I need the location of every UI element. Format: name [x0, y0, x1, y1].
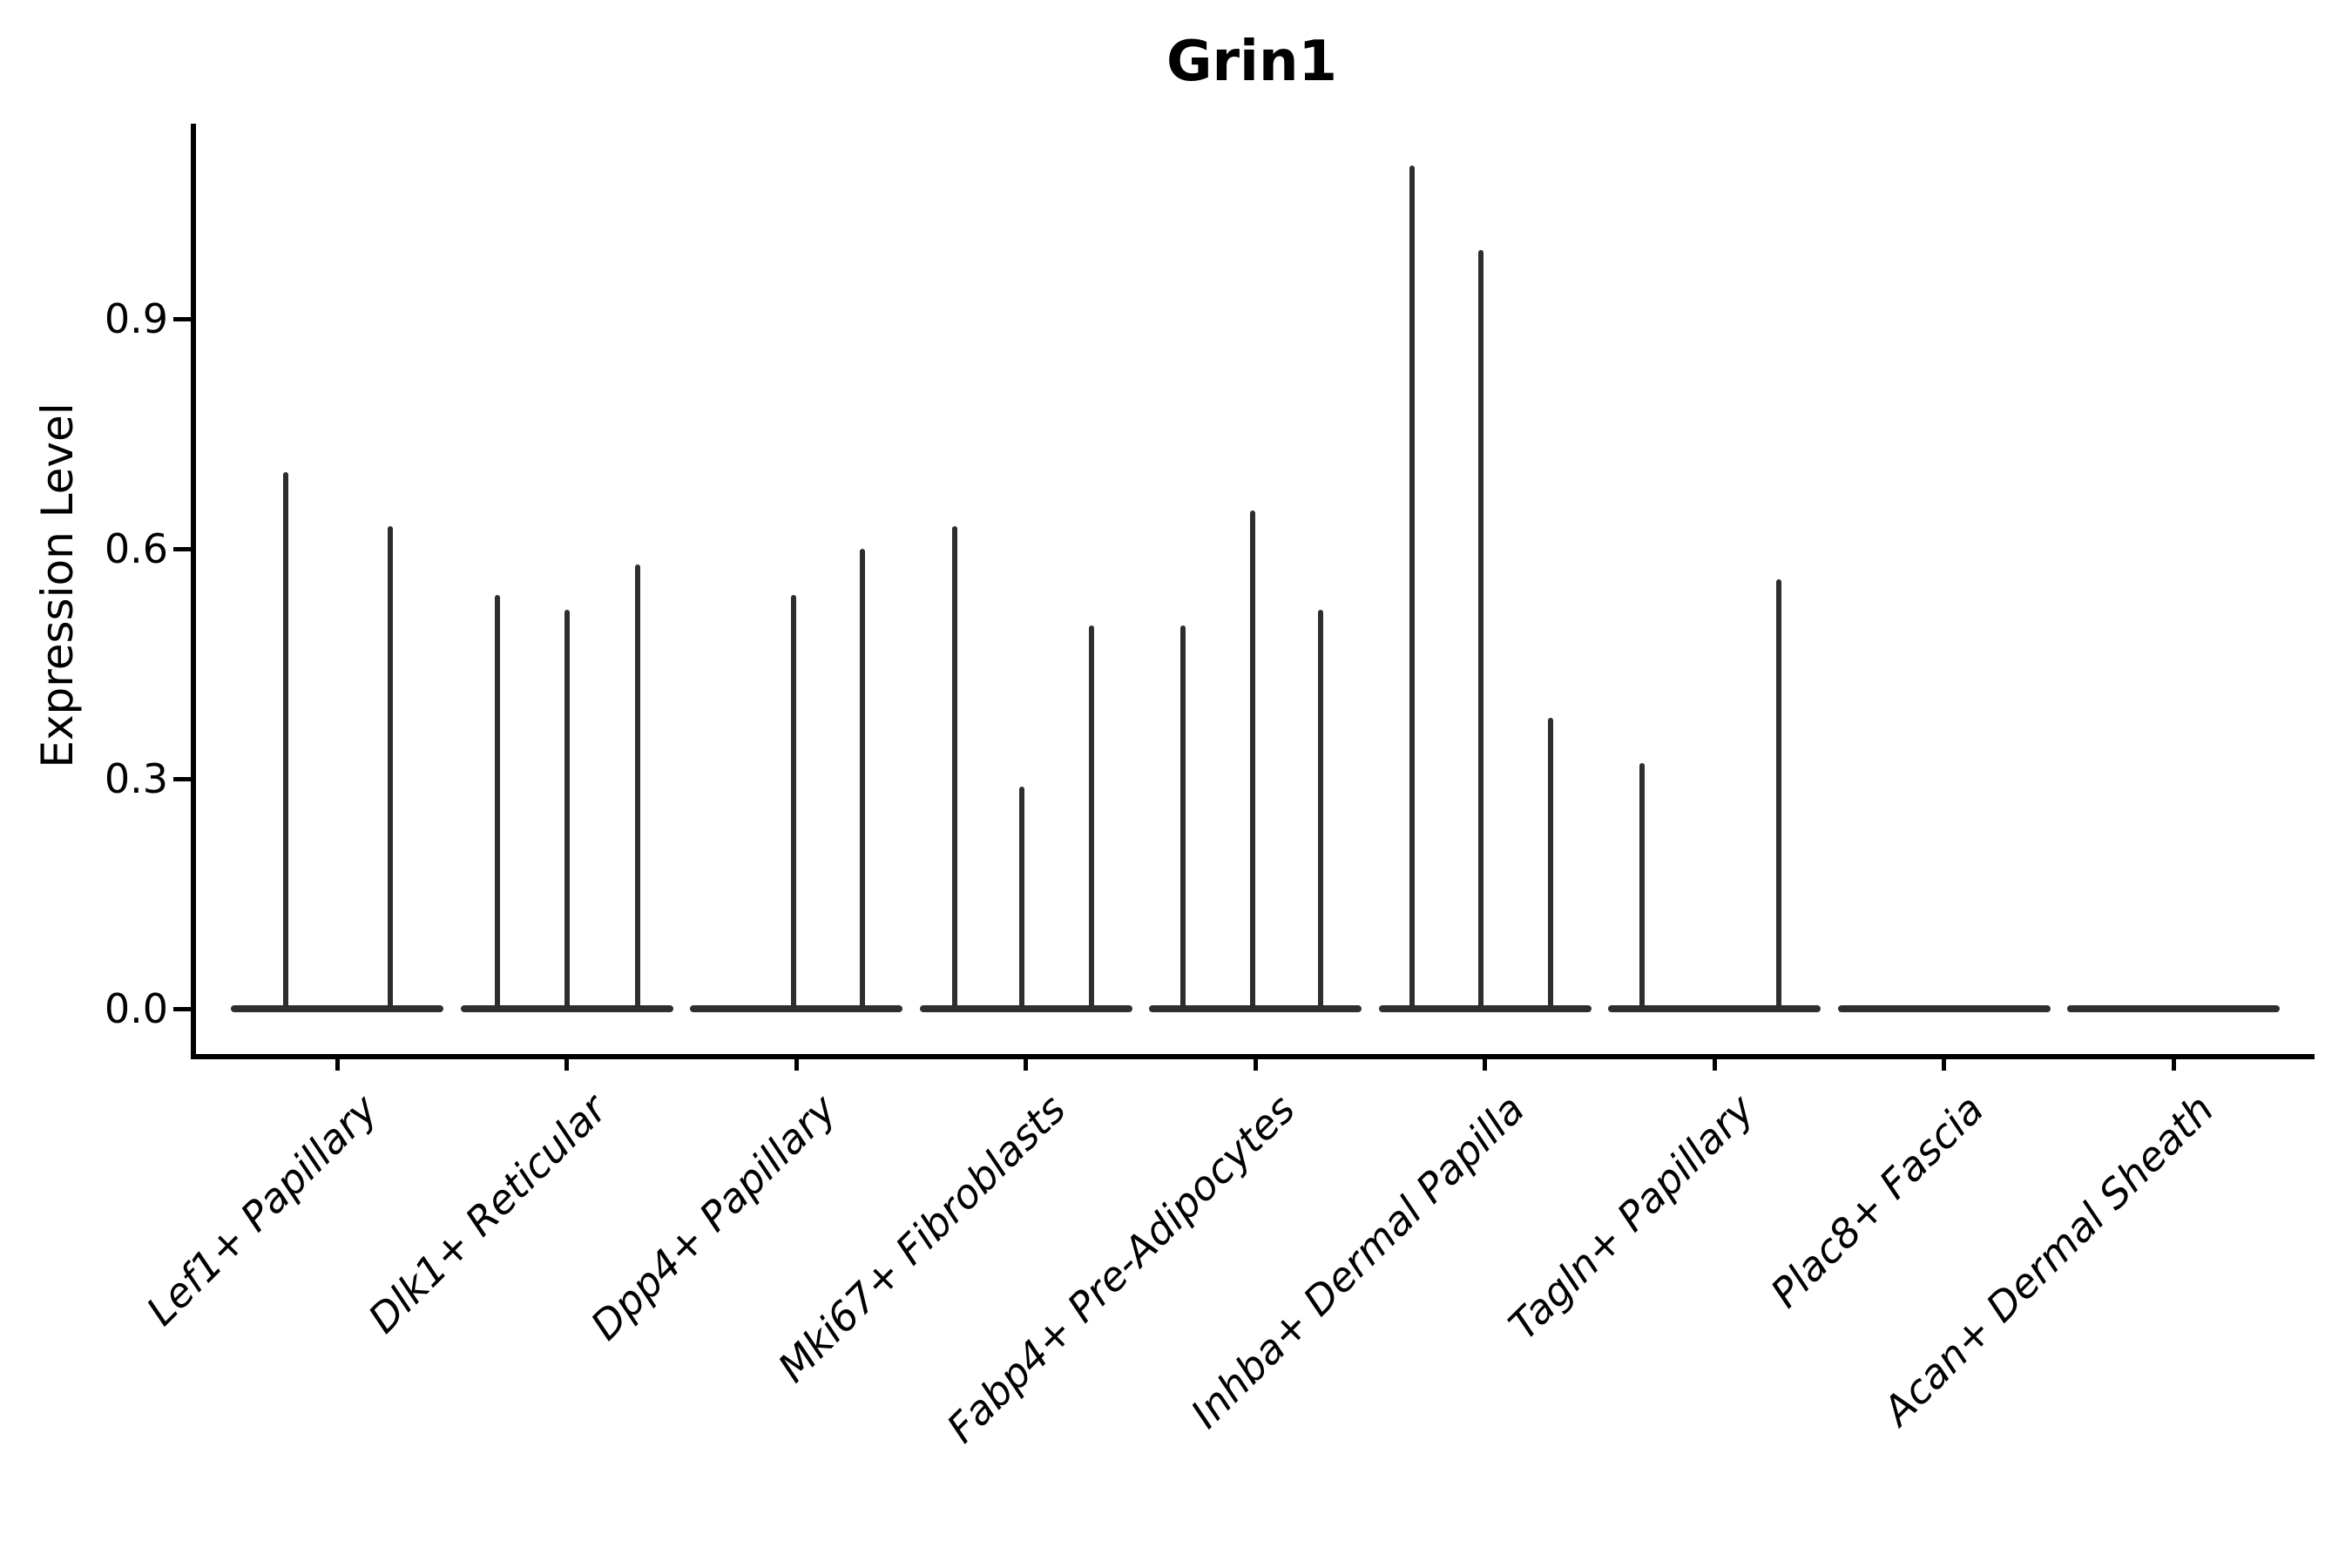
x-tick-label-text: Dlk1+ Reticular	[359, 1085, 616, 1342]
violin-spike	[860, 549, 865, 1012]
violin-baseline	[2067, 1005, 2280, 1012]
violin-baseline	[919, 1005, 1132, 1012]
y-tick-mark	[173, 316, 191, 321]
violin-spike	[791, 594, 796, 1012]
x-tick-mark	[1712, 1057, 1717, 1071]
plot-area	[191, 124, 2315, 1059]
violin-spike	[1776, 579, 1781, 1012]
x-tick-mark	[1024, 1057, 1028, 1071]
violin-baseline	[231, 1005, 443, 1012]
x-tick-mark	[2171, 1057, 2176, 1071]
y-tick-mark	[173, 776, 191, 781]
violin-baseline	[1837, 1005, 2051, 1012]
x-tick-mark	[335, 1057, 340, 1071]
x-tick-label-text: Lef1+ Papillary	[137, 1085, 387, 1335]
y-tick-label: 0.6	[104, 525, 168, 572]
x-tick-mark	[1942, 1057, 1946, 1071]
y-tick-label: 0.3	[104, 755, 168, 802]
violin-spike	[1180, 625, 1186, 1012]
violin-spike	[388, 525, 393, 1012]
violin-spike	[283, 472, 288, 1012]
violin-spike	[494, 594, 500, 1012]
violin-baseline	[1378, 1005, 1592, 1012]
x-tick-mark	[794, 1057, 799, 1071]
violin-spike	[634, 564, 640, 1012]
x-tick-mark	[564, 1057, 569, 1071]
violin-spike	[1477, 249, 1484, 1012]
x-tick-label-text: Dpp4+ Papillary	[581, 1085, 846, 1349]
violin-spike	[1250, 510, 1255, 1012]
violin-spike	[1547, 717, 1553, 1012]
x-tick-label-text: Plac8+ Fascia	[1761, 1085, 1993, 1317]
violin-spike	[1409, 166, 1415, 1012]
violin-baseline	[1149, 1005, 1362, 1012]
y-tick-mark	[173, 546, 191, 551]
violin-spike	[1018, 786, 1024, 1012]
y-tick-label: 0.9	[104, 295, 168, 342]
y-tick-label: 0.0	[104, 985, 168, 1032]
x-tick-mark	[1483, 1057, 1487, 1071]
violin-spike	[951, 525, 957, 1012]
violin-spike	[1088, 625, 1094, 1012]
violin-spike	[1318, 610, 1323, 1012]
violin-spike	[564, 610, 570, 1012]
chart-title: Grin1	[1166, 30, 1338, 94]
y-axis-label-text: Expression Level	[32, 402, 83, 768]
x-tick-mark	[1253, 1057, 1258, 1071]
y-tick-mark	[173, 1006, 191, 1011]
x-tick-label-text: Tagln+ Papillary	[1499, 1085, 1764, 1349]
violin-spike	[1639, 763, 1645, 1012]
violin-baseline	[1608, 1005, 1821, 1012]
violin-baseline	[690, 1005, 902, 1012]
